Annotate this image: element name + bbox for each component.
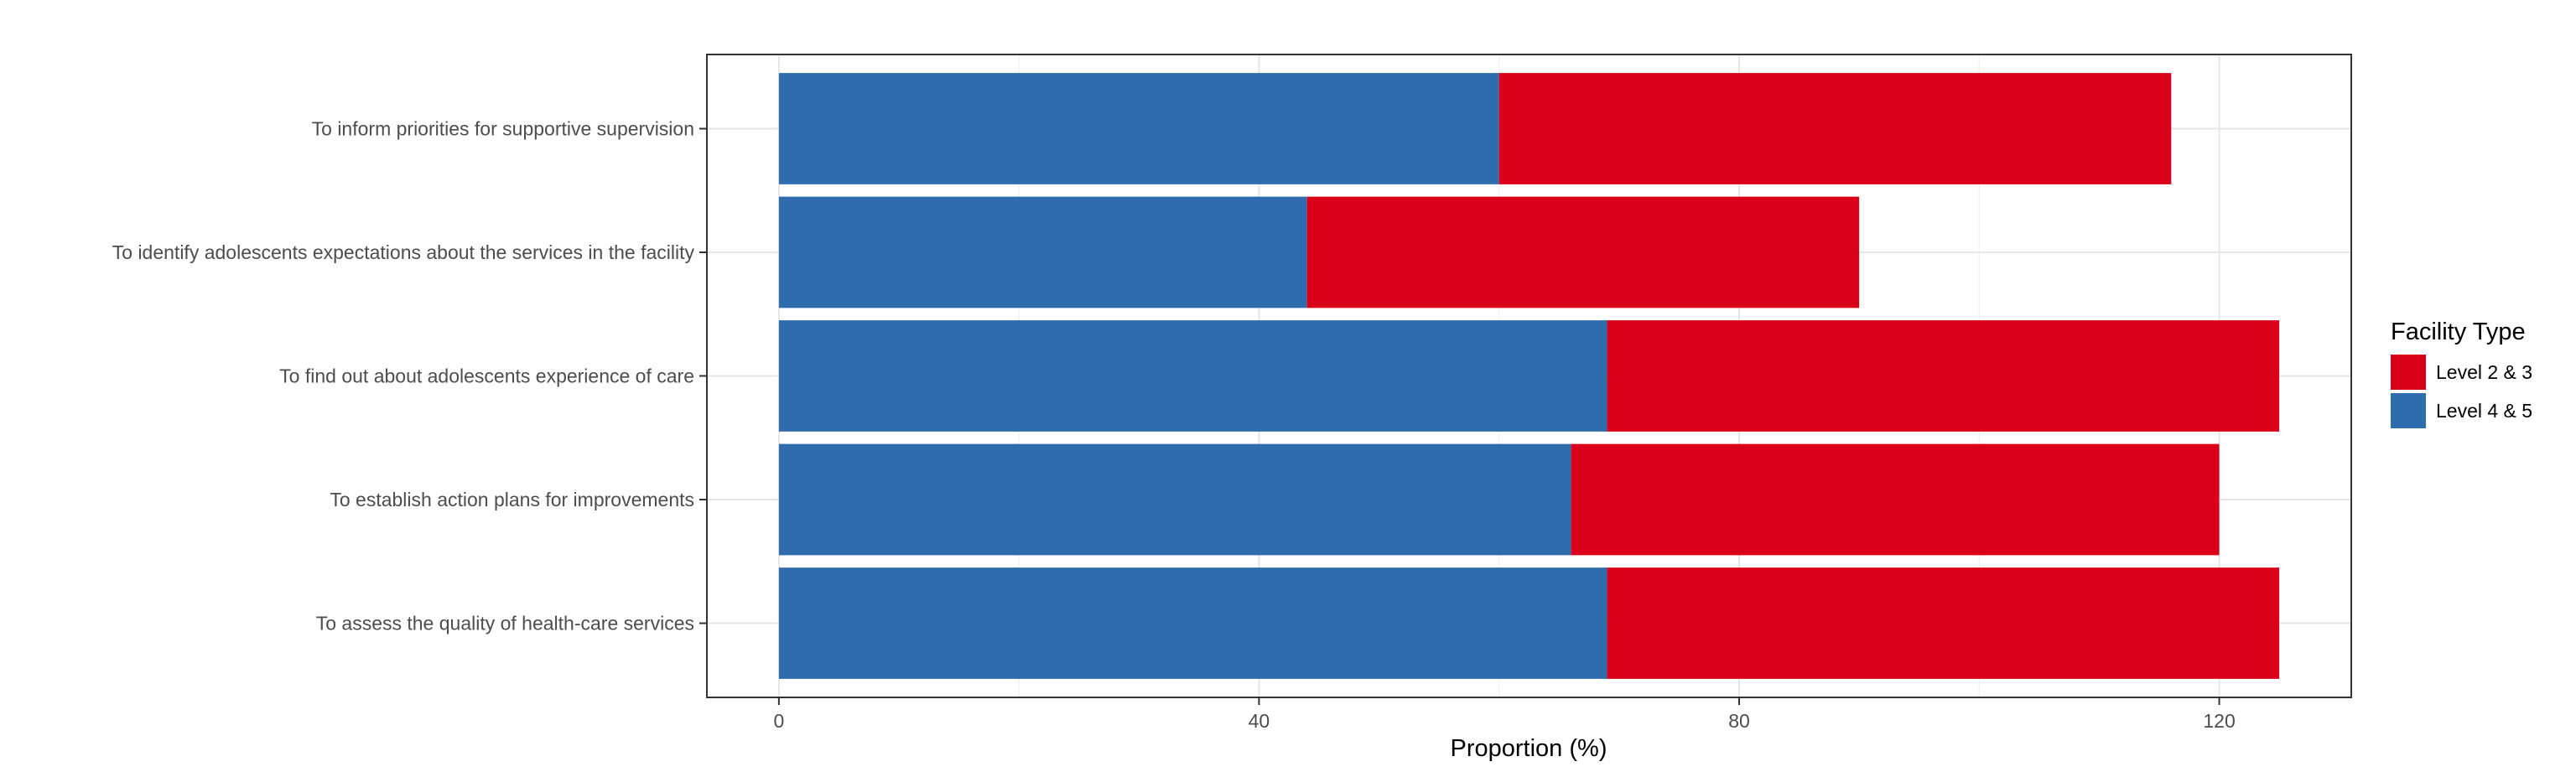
- x-tick-label: 120: [2203, 710, 2235, 732]
- bar: [778, 443, 1571, 556]
- y-tick-label: To find out about adolescents experience…: [279, 365, 694, 387]
- legend-label: Level 4 & 5: [2436, 400, 2532, 422]
- y-tick-label: To establish action plans for improvemen…: [330, 489, 694, 510]
- legend-title: Facility Type: [2391, 319, 2526, 345]
- bar: [778, 567, 1607, 679]
- legend: Facility Type Level 2 & 3 Level 4 & 5: [2391, 319, 2532, 428]
- bar: [778, 320, 1607, 432]
- x-axis-title: Proportion (%): [1451, 735, 1607, 762]
- legend-key: [2391, 393, 2426, 428]
- bar: [1498, 73, 2172, 184]
- bar: [1571, 443, 2220, 556]
- x-tick-label: 80: [1728, 710, 1750, 732]
- legend-key: [2391, 355, 2426, 390]
- y-tick-label: To identify adolescents expectations abo…: [112, 241, 695, 263]
- x-tick-label: 40: [1249, 710, 1270, 732]
- y-tick-label: To inform priorities for supportive supe…: [312, 118, 694, 140]
- bar: [1607, 567, 2280, 679]
- x-tick-label: 0: [773, 710, 784, 732]
- bar: [1607, 320, 2280, 432]
- bar: [778, 73, 1499, 184]
- axis-ticks: 0 40 80 120 To inform priorities for support…: [112, 118, 2236, 733]
- bar: [778, 196, 1307, 308]
- bars: [778, 73, 2280, 679]
- bar: [1306, 196, 1860, 308]
- legend-label: Level 2 & 3: [2436, 361, 2532, 383]
- y-tick-label: To assess the quality of health-care ser…: [316, 613, 694, 635]
